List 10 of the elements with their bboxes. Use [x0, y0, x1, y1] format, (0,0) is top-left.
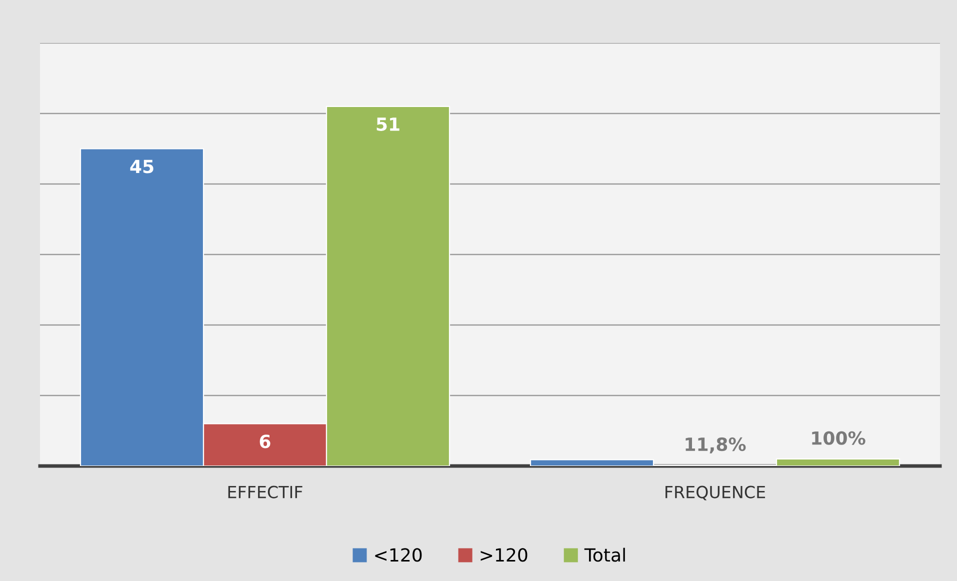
legend-label: Total	[584, 548, 625, 562]
x-tick-label: FREQUENCE	[666, 486, 766, 500]
data-label: 100%	[812, 431, 866, 445]
x-tick-label: EFFECTIF	[228, 486, 302, 498]
legend-label: >120	[480, 548, 528, 562]
data-label: 11,8%	[686, 437, 746, 454]
legend-label: <120	[375, 548, 422, 562]
data-label: 51	[376, 118, 400, 131]
data-label: 6	[260, 434, 270, 448]
data-label: 45	[130, 160, 154, 174]
